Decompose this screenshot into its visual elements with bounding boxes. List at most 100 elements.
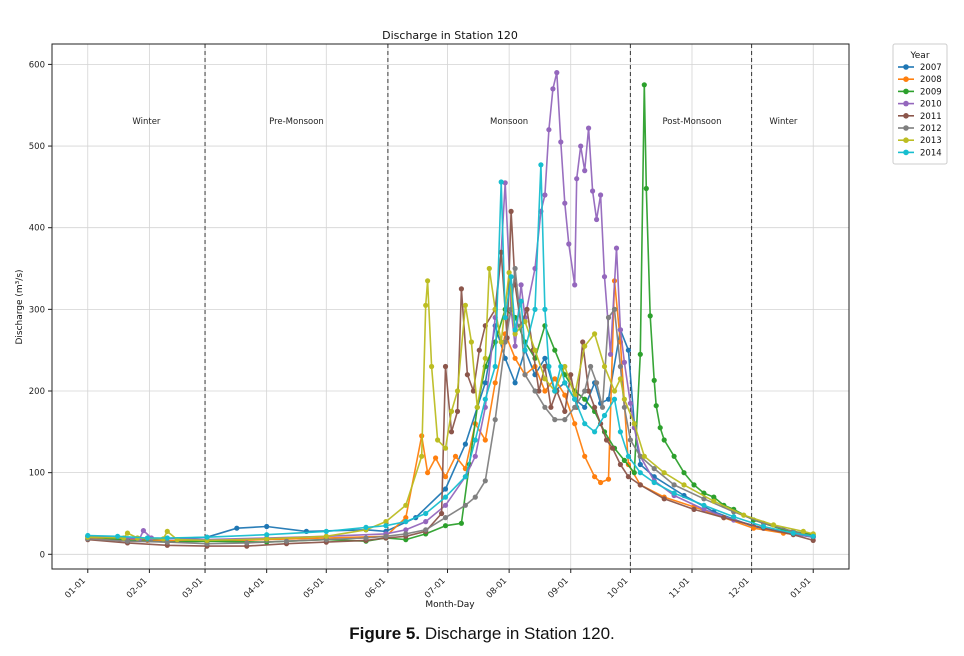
data-point: [538, 162, 544, 168]
data-point: [671, 453, 677, 459]
data-point: [562, 417, 568, 423]
data-point: [323, 528, 329, 535]
legend-marker: [903, 76, 909, 82]
data-point: [562, 363, 568, 370]
data-point: [617, 363, 624, 370]
data-point: [572, 404, 578, 410]
data-point: [492, 380, 498, 386]
data-point: [751, 525, 757, 531]
data-point: [617, 376, 624, 382]
data-point: [810, 533, 816, 539]
data-point: [599, 404, 606, 410]
legend-entry-2013: 2013: [898, 136, 942, 146]
data-point: [605, 476, 612, 482]
data-point: [502, 314, 508, 321]
data-point: [607, 351, 614, 357]
chart-title: Discharge in Station 120: [382, 29, 518, 42]
data-point: [234, 525, 240, 531]
data-point: [701, 502, 707, 508]
legend-entry-2009: 2009: [898, 87, 942, 97]
legend-marker: [903, 64, 909, 70]
data-point: [204, 534, 210, 540]
x-tick-label: 05-01: [302, 576, 327, 601]
y-tick-label: 600: [29, 60, 45, 70]
season-label: Winter: [769, 117, 798, 127]
data-point: [661, 470, 667, 476]
data-point: [512, 265, 518, 272]
data-point: [647, 313, 653, 319]
data-point: [442, 502, 449, 508]
y-axis-label: Discharge (m³/s): [15, 269, 25, 344]
data-point: [429, 363, 435, 370]
data-point: [637, 351, 643, 357]
data-point: [574, 176, 580, 182]
data-point: [323, 533, 329, 539]
caption-label: Figure 5.: [349, 624, 421, 643]
data-point: [512, 355, 518, 361]
data-point: [582, 396, 588, 402]
data-point: [442, 523, 449, 529]
data-point: [502, 180, 508, 186]
data-point: [442, 494, 449, 500]
data-point: [532, 306, 538, 312]
data-point: [442, 363, 449, 370]
data-point: [661, 437, 667, 443]
data-point: [627, 400, 634, 406]
data-point: [164, 539, 170, 545]
data-point: [562, 392, 568, 398]
data-point: [464, 372, 470, 378]
data-point: [592, 404, 598, 410]
data-point: [603, 437, 610, 443]
data-point: [598, 192, 604, 198]
data-point: [661, 496, 667, 502]
x-tick-label: 10-01: [606, 576, 631, 601]
legend-marker: [903, 88, 909, 95]
season-label: Monsoon: [490, 117, 528, 127]
data-point: [482, 437, 488, 443]
data-point: [770, 522, 777, 528]
data-point: [582, 343, 588, 349]
data-point: [512, 380, 518, 386]
data-point: [454, 408, 461, 414]
data-point: [790, 530, 796, 536]
x-tick-label: 01-01: [789, 576, 814, 601]
x-axis-label: Month-Day: [425, 600, 475, 610]
data-point: [425, 278, 431, 284]
data-point: [462, 502, 468, 508]
data-point: [472, 437, 478, 443]
data-point: [458, 286, 464, 292]
x-tick-label: 12-01: [727, 576, 752, 601]
data-point: [552, 376, 558, 382]
data-point: [502, 339, 508, 345]
legend-label: 2010: [920, 100, 942, 110]
series-line-2009: [87, 84, 814, 543]
data-point: [264, 532, 270, 538]
data-point: [741, 512, 747, 518]
data-point: [572, 396, 578, 402]
legend-entry-2012: 2012: [898, 124, 942, 134]
data-point: [617, 461, 624, 468]
data-point: [586, 388, 592, 394]
data-point: [403, 531, 409, 537]
data-point: [363, 524, 369, 531]
data-point: [264, 523, 270, 530]
data-point: [625, 453, 632, 459]
legend-marker: [903, 137, 909, 143]
data-point: [498, 339, 504, 345]
data-point: [625, 347, 632, 353]
data-point: [442, 515, 449, 521]
legend-label: 2012: [920, 124, 942, 134]
grid-lines: [52, 44, 849, 569]
data-point: [542, 355, 548, 361]
data-point: [452, 453, 459, 459]
series-2012: [85, 265, 816, 547]
data-point: [582, 453, 588, 459]
data-point: [244, 540, 250, 546]
legend-title: Year: [909, 51, 929, 61]
data-point: [681, 482, 687, 488]
data-point: [711, 498, 717, 504]
data-point: [617, 327, 624, 333]
legend-label: 2014: [920, 148, 942, 158]
data-point: [512, 331, 518, 337]
